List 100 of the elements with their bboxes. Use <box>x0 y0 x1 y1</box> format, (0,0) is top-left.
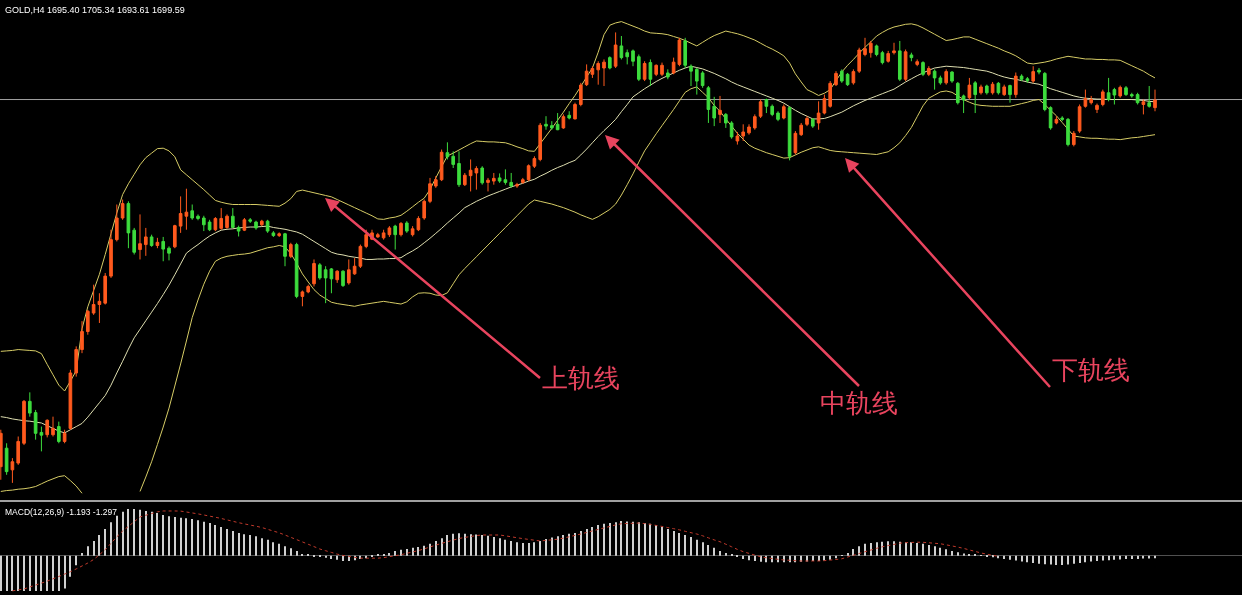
candlestick <box>364 229 369 249</box>
bar <box>539 540 541 556</box>
bar <box>394 550 396 556</box>
candlestick <box>254 220 258 231</box>
bar <box>754 555 756 561</box>
candlestick <box>752 113 757 131</box>
bar <box>1050 555 1052 565</box>
bar <box>620 520 622 556</box>
bar <box>116 515 118 556</box>
candlestick <box>399 221 403 237</box>
bar <box>429 543 431 556</box>
bar <box>951 550 953 556</box>
bar <box>446 535 448 556</box>
candlestick <box>857 47 862 74</box>
bar <box>1084 555 1086 563</box>
candlestick <box>926 65 931 77</box>
candlestick <box>68 369 73 431</box>
bar <box>655 524 657 556</box>
candlestick <box>1066 117 1070 147</box>
bar <box>1096 555 1098 561</box>
candlestick <box>225 213 229 230</box>
candlestick <box>207 219 212 232</box>
bar <box>702 542 704 556</box>
candlestick <box>277 231 282 238</box>
bar <box>609 522 611 556</box>
bar <box>81 552 83 556</box>
bar <box>75 555 77 566</box>
candlestick <box>1129 92 1134 99</box>
bar <box>464 533 466 556</box>
bar <box>667 528 669 556</box>
bar <box>209 522 211 556</box>
bar <box>232 530 234 556</box>
bar <box>586 528 588 556</box>
bar <box>644 522 646 556</box>
bar <box>475 534 477 556</box>
bar <box>267 539 269 556</box>
candlestick <box>741 123 746 142</box>
bar <box>40 555 42 591</box>
bar <box>673 530 675 556</box>
bar <box>151 511 153 556</box>
candlestick <box>892 42 896 55</box>
bar <box>110 522 112 556</box>
bar <box>742 555 744 559</box>
bar <box>406 548 408 556</box>
chart-title: GOLD,H4 1695.40 1705.34 1693.61 1699.59 <box>5 5 185 15</box>
bar <box>481 535 483 556</box>
candlestick <box>747 123 751 136</box>
bar <box>23 555 25 591</box>
bar <box>528 542 530 556</box>
bar <box>499 538 501 556</box>
bar <box>388 552 390 556</box>
candlestick <box>457 150 461 188</box>
candlestick <box>990 81 995 96</box>
candlestick <box>265 219 270 234</box>
candlestick <box>973 80 978 114</box>
bar <box>0 555 2 591</box>
candlestick <box>619 35 624 60</box>
candlestick <box>480 165 485 186</box>
candlestick <box>839 68 844 84</box>
bar <box>1148 555 1150 559</box>
candlestick <box>445 141 450 160</box>
candlestick <box>1153 89 1157 112</box>
bar <box>1055 555 1057 565</box>
bar <box>522 542 524 556</box>
bar <box>760 555 762 562</box>
candlestick <box>694 67 699 96</box>
candlestick <box>689 63 693 87</box>
bar <box>261 538 263 556</box>
candlestick <box>961 94 966 114</box>
bar <box>255 536 257 556</box>
candlestick <box>509 172 514 189</box>
candlestick <box>422 199 427 221</box>
bar <box>417 546 419 556</box>
candlestick <box>863 37 867 57</box>
candlestick <box>950 70 954 84</box>
candlestick <box>660 62 664 77</box>
bar <box>441 538 443 556</box>
bar <box>325 555 327 558</box>
candlestick <box>805 115 809 127</box>
candlestick <box>486 177 490 192</box>
candlestick <box>631 49 635 67</box>
candlestick <box>85 309 90 336</box>
candlestick <box>283 232 287 267</box>
bar <box>934 546 936 556</box>
bar <box>197 520 199 556</box>
candlestick <box>984 84 989 96</box>
bar <box>1131 555 1133 559</box>
candlestick <box>636 53 641 82</box>
candlestick <box>1071 130 1076 147</box>
candlestick <box>648 58 653 87</box>
candlestick <box>967 77 972 101</box>
candlestick <box>138 213 142 260</box>
bar <box>296 550 298 556</box>
candlestick <box>428 177 432 204</box>
bar <box>214 524 216 556</box>
bar <box>104 528 106 556</box>
bar <box>684 535 686 556</box>
candlestick <box>109 229 113 279</box>
bar <box>1102 555 1104 561</box>
bar <box>52 555 54 591</box>
